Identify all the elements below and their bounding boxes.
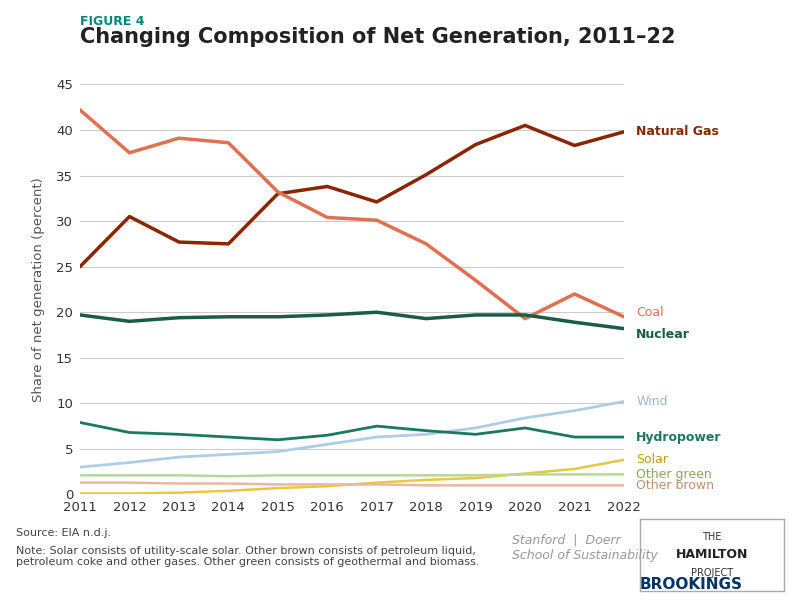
- Text: Hydropower: Hydropower: [636, 431, 722, 444]
- Text: PROJECT: PROJECT: [691, 568, 733, 578]
- Text: Solar: Solar: [636, 453, 668, 466]
- Text: THE: THE: [702, 532, 722, 541]
- Text: FIGURE 4: FIGURE 4: [80, 15, 145, 28]
- Text: HAMILTON: HAMILTON: [676, 548, 748, 561]
- Text: Stanford  |  Doerr: Stanford | Doerr: [512, 534, 621, 547]
- Text: Coal: Coal: [636, 306, 664, 319]
- Text: Changing Composition of Net Generation, 2011–22: Changing Composition of Net Generation, …: [80, 27, 675, 47]
- Text: School of Sustainability: School of Sustainability: [512, 549, 658, 562]
- Text: Note: Solar consists of utility-scale solar. Other brown consists of petroleum l: Note: Solar consists of utility-scale so…: [16, 546, 479, 567]
- Text: Wind: Wind: [636, 395, 668, 408]
- Y-axis label: Share of net generation (percent): Share of net generation (percent): [32, 177, 45, 402]
- Text: Source: EIA n.d.j.: Source: EIA n.d.j.: [16, 528, 111, 538]
- Text: Natural Gas: Natural Gas: [636, 125, 719, 138]
- Text: BROOKINGS: BROOKINGS: [640, 577, 743, 592]
- Text: Nuclear: Nuclear: [636, 327, 690, 341]
- Text: Other brown: Other brown: [636, 479, 714, 492]
- Text: Other green: Other green: [636, 468, 712, 481]
